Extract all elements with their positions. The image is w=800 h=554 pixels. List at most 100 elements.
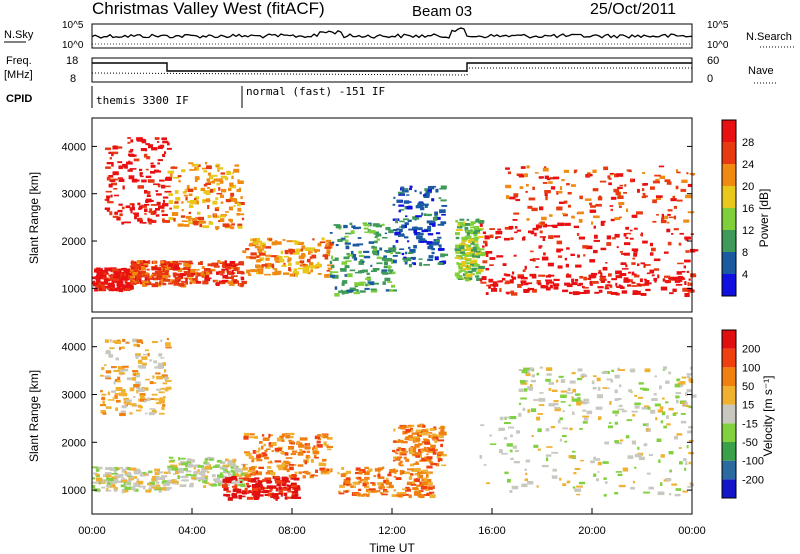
data-cell	[200, 474, 205, 477]
data-cell	[651, 274, 655, 277]
data-cell	[382, 237, 388, 239]
data-cell	[344, 239, 349, 243]
data-cell	[420, 494, 425, 499]
data-cell	[196, 166, 199, 171]
colorbar-swatch	[722, 479, 736, 498]
data-cell	[543, 166, 547, 168]
data-cell	[127, 137, 131, 139]
data-cell	[292, 271, 300, 275]
data-cell	[410, 473, 414, 476]
data-cell	[614, 374, 620, 379]
data-cell	[107, 287, 110, 290]
data-cell	[267, 461, 273, 464]
data-cell	[671, 233, 674, 235]
data-cell	[326, 242, 330, 245]
data-cell	[261, 264, 268, 267]
data-cell	[245, 478, 252, 481]
data-cell	[634, 273, 637, 276]
data-cell	[414, 468, 421, 472]
data-cell	[133, 269, 138, 272]
data-cell	[181, 462, 188, 466]
data-cell	[426, 191, 432, 194]
data-cell	[404, 188, 409, 191]
data-cell	[672, 412, 677, 416]
data-cell	[381, 257, 386, 261]
data-cell	[551, 451, 559, 454]
data-cell	[541, 256, 549, 261]
data-cell	[180, 215, 186, 218]
data-cell	[121, 268, 127, 271]
data-cell	[122, 338, 126, 342]
data-cell	[203, 268, 211, 272]
data-cell	[151, 147, 158, 151]
data-cell	[595, 406, 603, 410]
data-cell	[95, 473, 100, 476]
data-cell	[223, 470, 226, 473]
data-cell	[274, 447, 282, 452]
data-cell	[140, 266, 145, 270]
data-cell	[291, 492, 298, 496]
data-cell	[618, 384, 622, 388]
data-cell	[582, 409, 586, 412]
data-cell	[413, 245, 417, 249]
data-cell	[461, 236, 468, 241]
data-cell	[395, 251, 401, 255]
data-cell	[151, 219, 156, 222]
data-cell	[465, 223, 470, 226]
data-cell	[144, 349, 149, 352]
data-cell	[166, 147, 172, 150]
data-cell	[195, 271, 198, 275]
data-cell	[128, 150, 133, 153]
data-cell	[335, 225, 342, 229]
data-cell	[113, 194, 120, 197]
data-cell	[140, 148, 147, 152]
data-cell	[516, 430, 521, 434]
data-cell	[242, 467, 248, 471]
data-cell	[207, 172, 212, 176]
data-cell	[155, 190, 159, 193]
data-cell	[156, 201, 161, 206]
data-cell	[343, 256, 350, 260]
data-cell	[673, 215, 677, 220]
data-cell	[540, 221, 545, 225]
data-cell	[286, 468, 290, 473]
data-cell	[392, 449, 396, 453]
data-cell	[518, 412, 522, 417]
data-cell	[155, 170, 161, 173]
data-cell	[579, 400, 586, 405]
data-cell	[551, 224, 558, 227]
data-cell	[559, 186, 563, 190]
data-cell	[345, 245, 350, 250]
data-cell	[98, 480, 101, 485]
data-cell	[485, 253, 489, 257]
data-cell	[362, 269, 368, 273]
data-cell	[459, 218, 465, 221]
data-cell	[168, 282, 174, 285]
data-cell	[423, 446, 427, 451]
data-cell	[102, 272, 108, 275]
data-cell	[521, 483, 528, 488]
data-cell	[116, 216, 121, 221]
data-cell	[107, 283, 114, 287]
data-cell	[196, 281, 202, 284]
data-cell	[514, 449, 520, 452]
data-cell	[96, 475, 100, 478]
data-cell	[185, 473, 192, 476]
data-cell	[345, 470, 351, 474]
data-cell	[535, 224, 542, 229]
data-cell	[411, 452, 419, 456]
data-cell	[193, 221, 199, 226]
data-cell	[142, 474, 147, 476]
data-cell	[314, 435, 321, 440]
data-cell	[373, 231, 380, 235]
data-cell	[106, 195, 111, 199]
scatter-region	[480, 274, 697, 297]
data-cell	[204, 458, 208, 461]
data-cell	[434, 214, 438, 217]
data-cell	[278, 467, 286, 471]
data-cell	[198, 220, 205, 224]
data-cell	[302, 475, 306, 479]
data-cell	[525, 191, 528, 193]
data-cell	[656, 438, 662, 442]
data-cell	[238, 477, 245, 482]
